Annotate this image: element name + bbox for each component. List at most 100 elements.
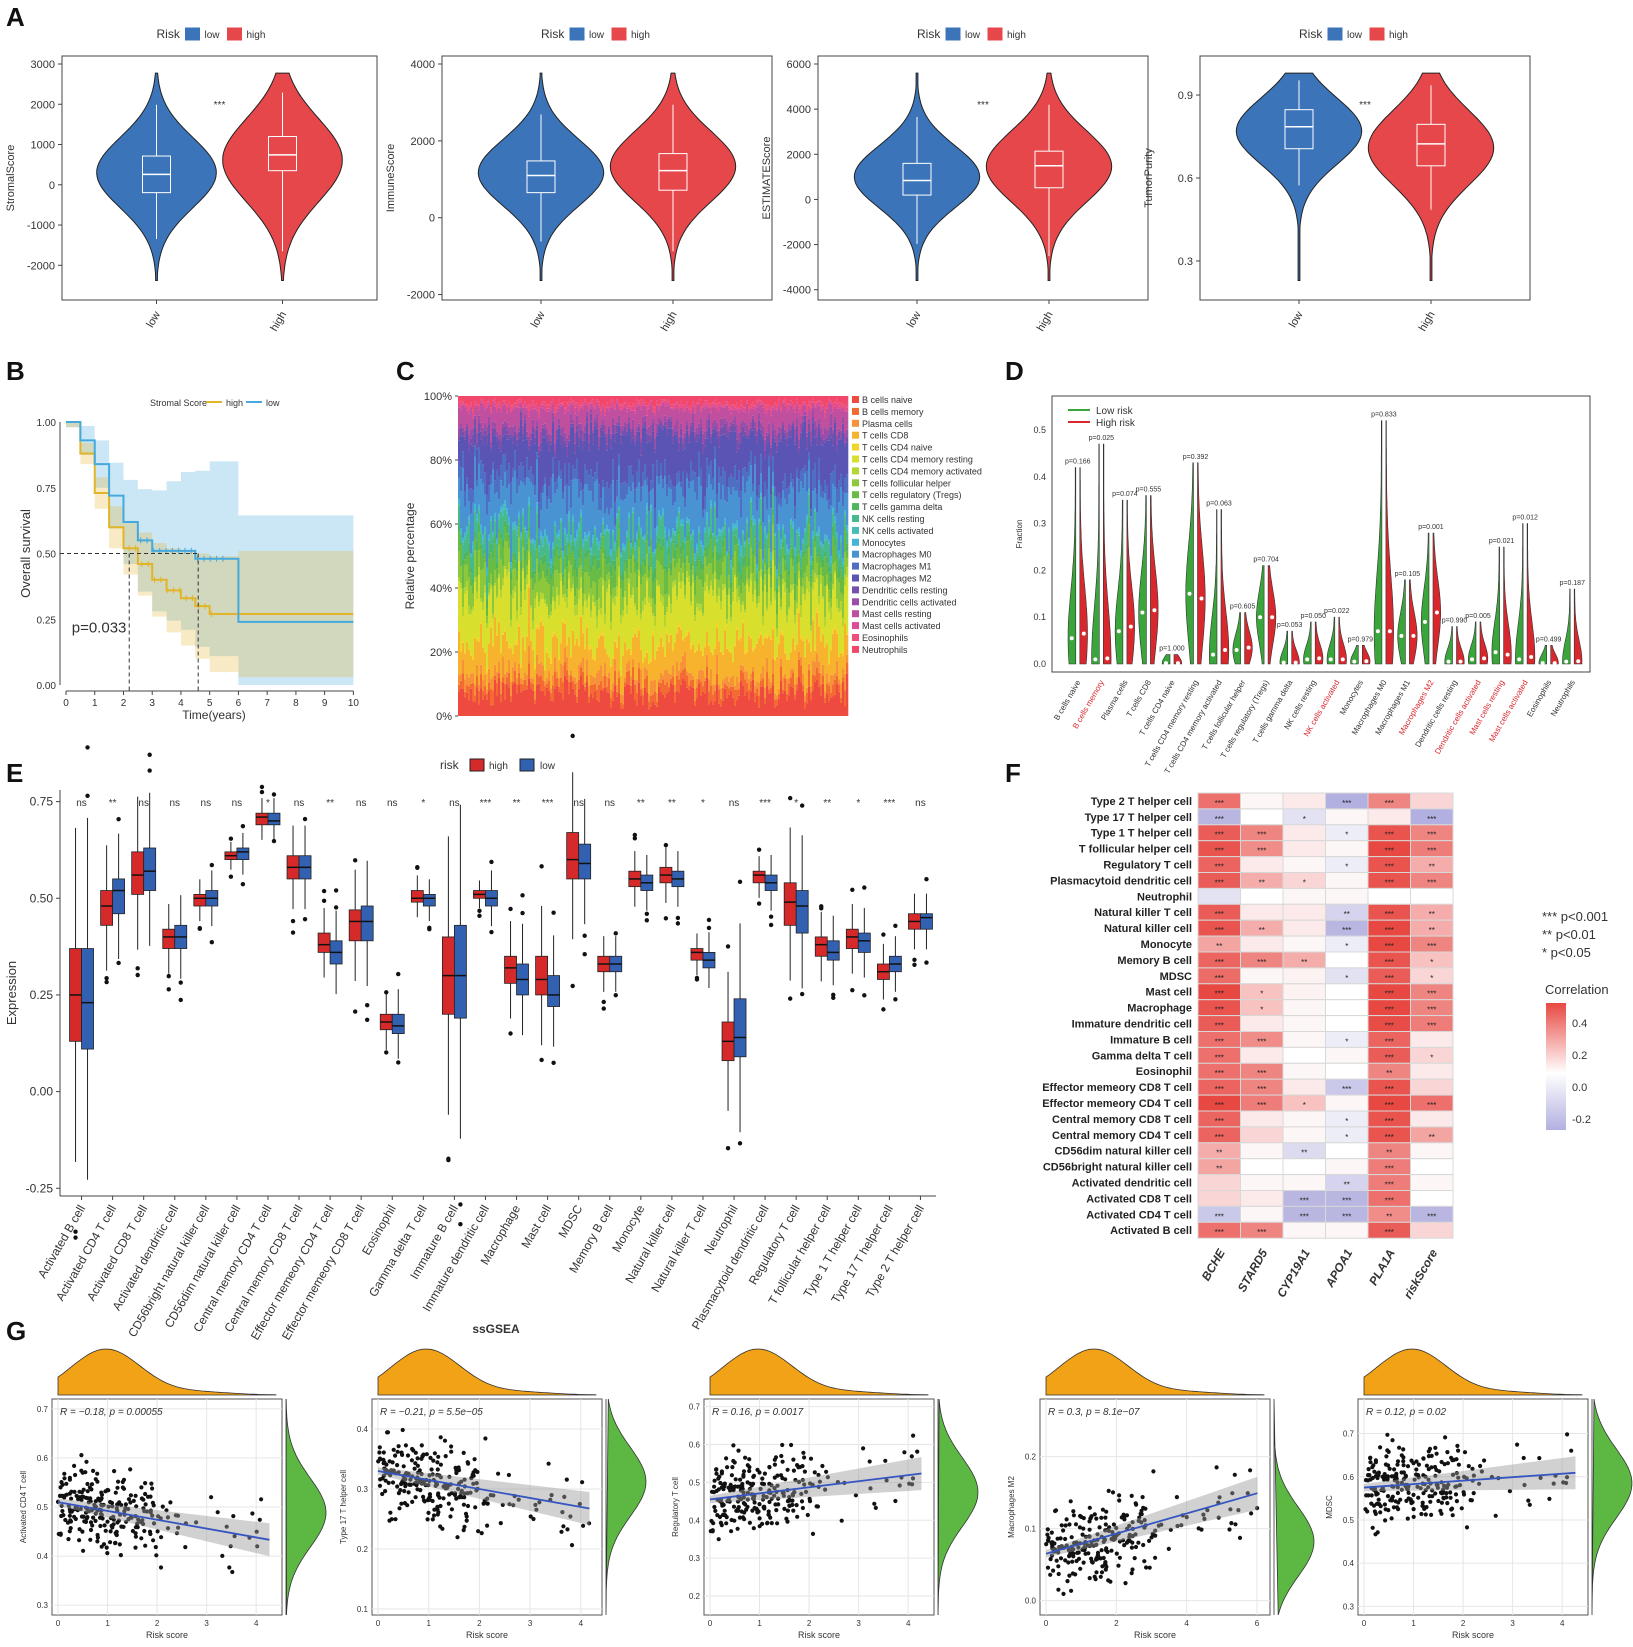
stack-column <box>682 396 685 716</box>
stack-segment <box>700 560 703 571</box>
stack-segment <box>500 412 503 435</box>
stack-column <box>520 396 523 716</box>
stack-segment <box>474 418 477 427</box>
violin-low <box>1091 443 1100 665</box>
stack-column <box>512 396 515 716</box>
stack-segment <box>578 522 581 526</box>
stack-segment <box>484 528 487 534</box>
stack-segment <box>760 473 763 493</box>
stack-segment <box>588 593 591 597</box>
stack-segment <box>508 659 511 673</box>
stack-segment <box>800 657 803 666</box>
stack-segment <box>610 484 613 509</box>
stack-segment <box>490 705 493 716</box>
stack-segment <box>552 457 555 475</box>
y-tick-label: 0.75 <box>30 795 54 809</box>
stack-segment <box>818 623 821 627</box>
stack-segment <box>692 582 695 641</box>
stack-segment <box>616 403 619 422</box>
stack-segment <box>520 462 523 481</box>
stack-segment <box>558 535 561 539</box>
stack-segment <box>540 442 543 451</box>
stack-segment <box>698 603 701 612</box>
stack-segment <box>722 654 725 681</box>
stack-segment <box>514 552 517 561</box>
stack-segment <box>594 660 597 678</box>
stack-segment <box>604 548 607 560</box>
stack-segment <box>690 534 693 536</box>
stack-segment <box>624 407 627 422</box>
stack-segment <box>814 402 817 406</box>
stack-segment <box>586 422 589 471</box>
stack-segment <box>560 663 563 679</box>
legend-swatch <box>852 538 859 546</box>
stack-segment <box>552 701 555 716</box>
stack-segment <box>552 396 555 400</box>
stack-segment <box>506 683 509 716</box>
y-tick-label: -0.25 <box>26 1181 54 1195</box>
stack-segment <box>718 404 721 411</box>
stack-segment <box>530 466 533 482</box>
stack-segment <box>488 396 491 399</box>
stack-segment <box>668 428 671 476</box>
stack-segment <box>502 578 505 586</box>
stack-segment <box>492 558 495 586</box>
stack-segment <box>674 487 677 503</box>
stack-segment <box>570 544 573 553</box>
stack-segment <box>606 408 609 434</box>
stack-segment <box>540 510 543 532</box>
legend-item-7: T cells CD4 memory activated <box>862 466 982 476</box>
stack-segment <box>690 673 693 681</box>
stack-segment <box>474 532 477 539</box>
stack-segment <box>646 428 649 434</box>
stack-segment <box>482 558 485 569</box>
stack-segment <box>578 411 581 424</box>
stack-segment <box>604 433 607 437</box>
stack-segment <box>498 577 501 620</box>
stack-segment <box>842 626 845 651</box>
stack-segment <box>768 548 771 568</box>
stack-segment <box>806 491 809 515</box>
stack-segment <box>744 436 747 468</box>
stack-segment <box>500 702 503 716</box>
stack-segment <box>550 688 553 694</box>
stack-segment <box>584 645 587 650</box>
stack-segment <box>600 631 603 636</box>
stack-segment <box>512 426 515 437</box>
stack-segment <box>546 408 549 412</box>
stack-segment <box>560 470 563 480</box>
stack-segment <box>648 441 651 493</box>
stack-segment <box>752 408 755 416</box>
stack-segment <box>464 506 467 533</box>
stack-segment <box>556 587 559 596</box>
stack-segment <box>574 396 577 403</box>
stack-segment <box>536 402 539 407</box>
stack-column <box>632 396 635 716</box>
stack-segment <box>504 396 507 401</box>
stack-segment <box>460 491 463 529</box>
stack-column <box>690 396 693 716</box>
stack-segment <box>636 692 639 706</box>
y-tick-label: 0.50 <box>30 891 54 905</box>
stack-segment <box>808 516 811 525</box>
stack-segment <box>808 452 811 461</box>
stack-segment <box>700 681 703 696</box>
stack-segment <box>838 555 841 559</box>
stack-segment <box>548 615 551 620</box>
stack-segment <box>824 557 827 587</box>
stack-segment <box>532 474 535 486</box>
stack-segment <box>672 587 675 647</box>
stack-segment <box>612 655 615 659</box>
stack-column <box>524 396 527 716</box>
stack-segment <box>774 402 777 406</box>
stack-segment <box>734 551 737 575</box>
stack-segment <box>546 568 549 577</box>
stack-segment <box>760 396 763 401</box>
stack-segment <box>766 509 769 534</box>
stack-segment <box>842 565 845 577</box>
stack-segment <box>578 446 581 480</box>
stack-segment <box>712 422 715 429</box>
stack-segment <box>478 415 481 424</box>
stack-segment <box>596 559 599 571</box>
stack-segment <box>670 541 673 563</box>
